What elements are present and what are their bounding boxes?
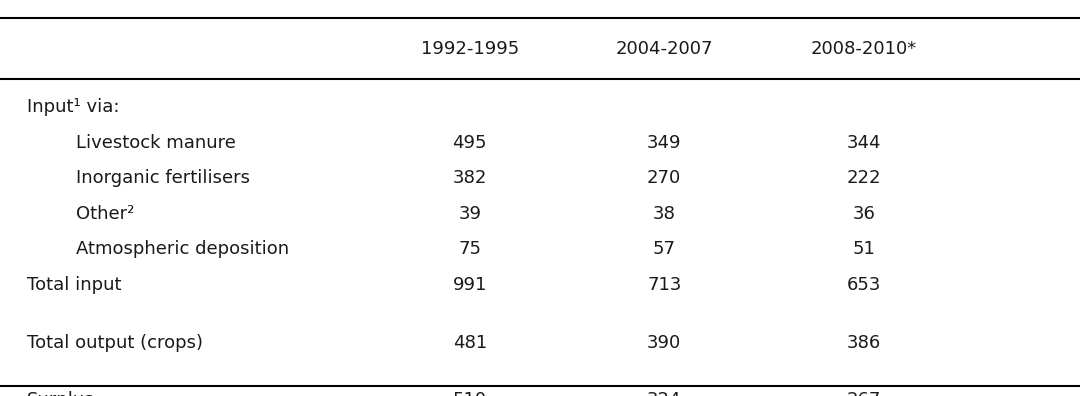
Text: 36: 36 <box>852 205 876 223</box>
Text: Total input: Total input <box>27 276 121 294</box>
Text: Input¹ via:: Input¹ via: <box>27 98 120 116</box>
Text: Atmospheric deposition: Atmospheric deposition <box>76 240 288 259</box>
Text: 51: 51 <box>852 240 876 259</box>
Text: 270: 270 <box>647 169 681 187</box>
Text: 39: 39 <box>458 205 482 223</box>
Text: 222: 222 <box>847 169 881 187</box>
Text: 38: 38 <box>652 205 676 223</box>
Text: 344: 344 <box>847 133 881 152</box>
Text: 713: 713 <box>647 276 681 294</box>
Text: 57: 57 <box>652 240 676 259</box>
Text: 481: 481 <box>453 333 487 352</box>
Text: 75: 75 <box>458 240 482 259</box>
Text: 653: 653 <box>847 276 881 294</box>
Text: Livestock manure: Livestock manure <box>76 133 235 152</box>
Text: Other²: Other² <box>76 205 134 223</box>
Text: 510: 510 <box>453 391 487 396</box>
Text: 267: 267 <box>847 391 881 396</box>
Text: 390: 390 <box>647 333 681 352</box>
Text: Surplus: Surplus <box>27 391 95 396</box>
Text: 2004-2007: 2004-2007 <box>616 40 713 59</box>
Text: Inorganic fertilisers: Inorganic fertilisers <box>76 169 249 187</box>
Text: 349: 349 <box>647 133 681 152</box>
Text: 495: 495 <box>453 133 487 152</box>
Text: 382: 382 <box>453 169 487 187</box>
Text: 386: 386 <box>847 333 881 352</box>
Text: 324: 324 <box>647 391 681 396</box>
Text: 1992-1995: 1992-1995 <box>421 40 518 59</box>
Text: Total output (crops): Total output (crops) <box>27 333 203 352</box>
Text: 991: 991 <box>453 276 487 294</box>
Text: 2008-2010*: 2008-2010* <box>811 40 917 59</box>
